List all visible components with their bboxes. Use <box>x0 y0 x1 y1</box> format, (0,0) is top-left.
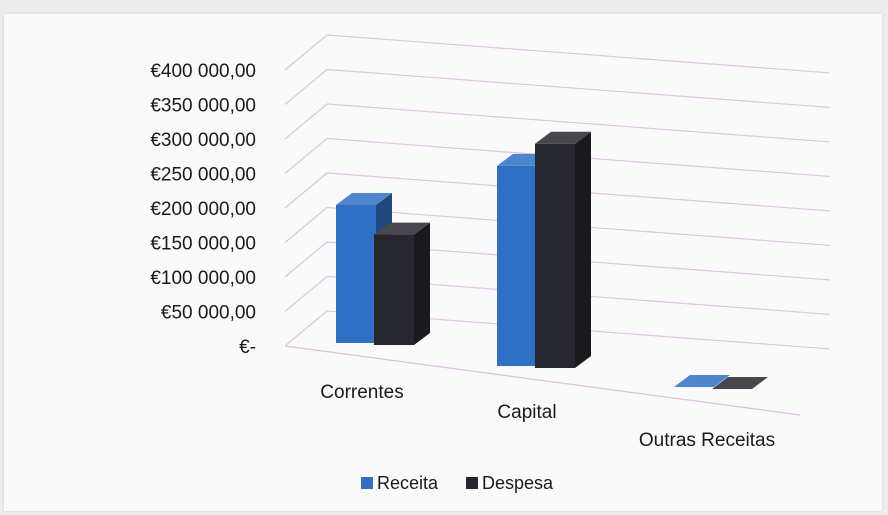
y-tick-label: €- <box>239 337 256 358</box>
y-tick-label: €250 000,00 <box>150 165 256 186</box>
gridline <box>326 34 831 74</box>
y-tick-label: €50 000,00 <box>161 303 256 324</box>
bar-top <box>535 131 591 144</box>
bar-top <box>336 193 392 205</box>
bar-despesa-1 <box>535 131 591 368</box>
legend-label: Despesa <box>482 473 554 493</box>
y-tick-label: €350 000,00 <box>150 96 256 117</box>
bar-front <box>497 165 537 366</box>
bar-receita-2 <box>674 375 730 388</box>
bar-side <box>414 222 430 345</box>
bar-top <box>374 222 430 235</box>
gridline-side <box>284 310 328 347</box>
gridline <box>326 68 831 109</box>
x-axis-categories: Correntes Capital Outras Receitas <box>320 382 775 451</box>
category-label: Capital <box>497 402 556 423</box>
gridline-side <box>284 69 328 105</box>
bar-front <box>535 143 575 368</box>
y-tick-label: €300 000,00 <box>150 130 256 151</box>
legend-label: Receita <box>377 473 439 493</box>
floor-edge <box>284 345 801 416</box>
bars <box>336 131 768 390</box>
bar-top <box>712 377 768 389</box>
bar-despesa-0 <box>374 222 430 345</box>
gridline-side <box>284 103 328 140</box>
legend: Receita Despesa <box>361 473 554 493</box>
gridline-side <box>284 34 328 71</box>
y-tick-label: €200 000,00 <box>150 199 256 220</box>
bar-despesa-2 <box>712 377 768 390</box>
legend-swatch <box>361 477 373 489</box>
bar-top <box>674 375 730 387</box>
gridline <box>326 103 831 143</box>
category-label: Correntes <box>320 382 403 403</box>
y-tick-label: €100 000,00 <box>150 268 256 289</box>
y-tick-label: €400 000,00 <box>150 61 256 82</box>
bar-front <box>374 234 414 345</box>
y-tick-label: €150 000,00 <box>150 234 256 255</box>
bar-side <box>575 131 591 368</box>
y-axis-ticks: €400 000,00 €350 000,00 €300 000,00 €250 00… <box>150 61 256 358</box>
gridline-side <box>284 172 328 209</box>
gridline-side <box>284 138 328 174</box>
bar-front <box>336 205 376 343</box>
gridline-side <box>284 276 328 312</box>
gridline-side <box>284 207 328 243</box>
category-label: Outras Receitas <box>639 430 775 451</box>
gridline-side <box>284 241 328 278</box>
legend-swatch <box>466 477 478 489</box>
chart-frame <box>4 14 882 511</box>
